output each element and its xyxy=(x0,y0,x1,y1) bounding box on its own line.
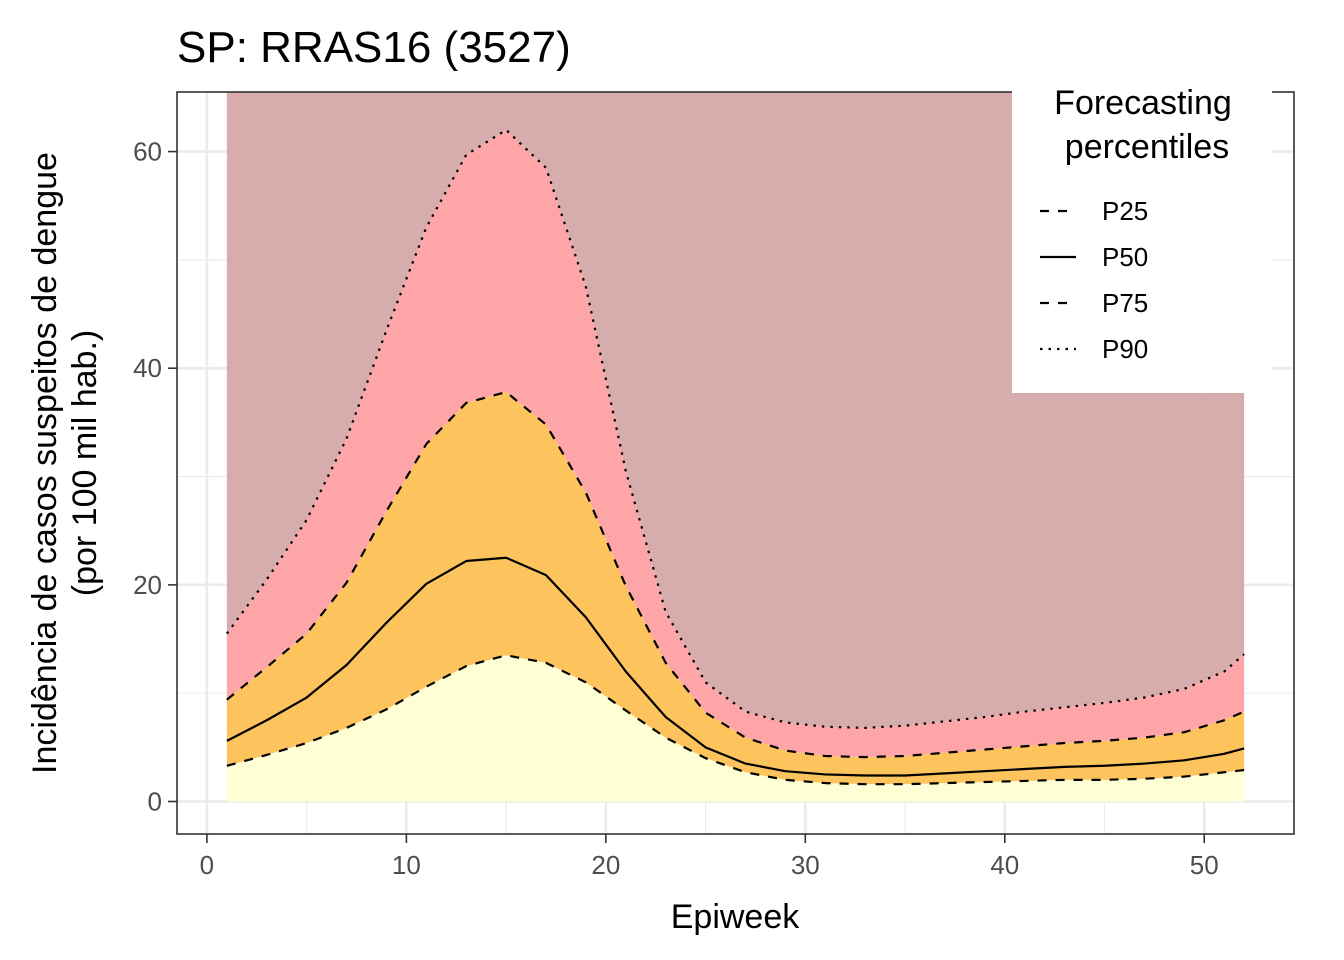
legend-background xyxy=(1012,80,1272,393)
x-tick-label: 30 xyxy=(791,850,820,880)
y-tick-label: 60 xyxy=(133,137,162,167)
legend: Forecasting percentiles P25 P50 P75 P90 xyxy=(1012,80,1272,393)
legend-entries: P25 P50 P75 P90 xyxy=(1040,196,1148,364)
x-tick-label: 0 xyxy=(200,850,214,880)
y-tick-label: 40 xyxy=(133,353,162,383)
x-tick-label: 10 xyxy=(392,850,421,880)
x-axis: 0 10 20 30 40 50 xyxy=(200,834,1219,880)
y-axis: 0 20 40 60 xyxy=(133,137,177,817)
x-tick-label: 50 xyxy=(1190,850,1219,880)
y-axis-title: Incidência de casos suspeitos de dengue … xyxy=(26,152,104,774)
series-line-p50 xyxy=(226,556,1245,777)
chart-title: SP: RRAS16 (3527) xyxy=(177,23,571,72)
series-line-p25 xyxy=(226,654,1245,786)
band-p25-p75 xyxy=(226,392,1245,785)
legend-label-p90: P90 xyxy=(1102,334,1148,364)
legend-title-line-2: percentiles xyxy=(1065,128,1229,166)
plot-panel-border xyxy=(176,91,1295,835)
legend-label-p75: P75 xyxy=(1102,288,1148,318)
band-p75-p90 xyxy=(226,129,1245,758)
percentile-bands xyxy=(226,92,1245,802)
percentile-lines xyxy=(225,128,1245,786)
y-tick-label: 0 xyxy=(148,787,162,817)
legend-label-p50: P50 xyxy=(1102,242,1148,272)
y-axis-title-line-2: (por 100 mil hab.) xyxy=(66,330,104,596)
y-tick-label: 20 xyxy=(133,570,162,600)
legend-title-line-1: Forecasting xyxy=(1054,84,1232,122)
x-axis-title: Epiweek xyxy=(671,898,801,936)
x-tick-label: 20 xyxy=(591,850,620,880)
legend-label-p25: P25 xyxy=(1102,196,1148,226)
x-tick-label: 40 xyxy=(990,850,1019,880)
band-above-p90 xyxy=(226,92,1245,728)
y-axis-title-line-1: Incidência de casos suspeitos de dengue xyxy=(26,152,64,774)
band-below-p25 xyxy=(226,655,1245,802)
series-line-p75 xyxy=(226,390,1245,759)
